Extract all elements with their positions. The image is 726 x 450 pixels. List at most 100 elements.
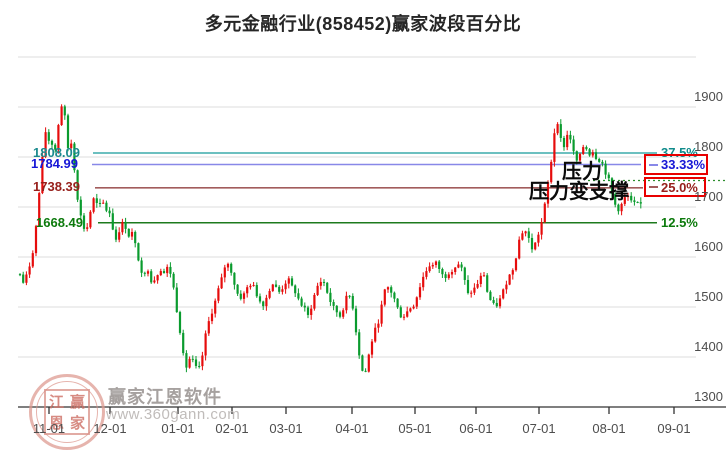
candle-body <box>514 258 518 271</box>
level-line-stub <box>649 163 658 166</box>
candle-body <box>358 332 361 356</box>
candle-body <box>124 221 127 229</box>
y-axis-label: 1400 <box>694 339 723 354</box>
candle-body <box>175 287 178 313</box>
level-price-33-33: 1784.99 <box>31 156 78 171</box>
candle-body <box>607 174 610 179</box>
candle-body <box>38 193 41 227</box>
level-percent-25-0: 25.0% <box>661 179 698 195</box>
candle-body <box>377 323 380 328</box>
candle-body <box>178 312 182 333</box>
candle-body <box>322 281 326 283</box>
candle-body <box>255 285 258 297</box>
candle-body <box>626 195 630 198</box>
candle-body <box>588 149 591 156</box>
candle-body <box>262 301 265 307</box>
candle-body <box>598 158 601 162</box>
candle-body <box>54 144 57 150</box>
level-price-25-0: 1738.39 <box>33 179 80 194</box>
level-price-37-5: 1808.09 <box>33 145 80 160</box>
candle-body <box>220 277 223 289</box>
candle-body <box>95 198 98 203</box>
candle-body <box>463 267 466 280</box>
candle-body <box>316 285 319 295</box>
logo-char: 江 <box>48 394 64 411</box>
candle-body <box>63 106 66 116</box>
candle-body <box>313 294 316 309</box>
candle-body <box>633 200 636 202</box>
candle-body <box>214 300 217 314</box>
candle-body <box>636 201 639 203</box>
candle-body <box>86 227 89 229</box>
y-axis-label: 1300 <box>694 389 723 404</box>
candle-body <box>70 143 73 148</box>
candle-body <box>422 276 425 288</box>
candle-body <box>284 283 287 290</box>
candle-body <box>319 281 322 286</box>
y-axis-label: 1700 <box>694 189 723 204</box>
candle-body <box>614 193 617 205</box>
candle-body <box>217 288 220 301</box>
candle-body <box>594 152 598 159</box>
candle-body <box>105 202 108 211</box>
candle-body <box>479 275 482 284</box>
candle-body <box>534 242 537 250</box>
candle-body <box>431 264 434 267</box>
candle-body <box>550 161 553 183</box>
candle-body <box>466 279 470 294</box>
candle-body <box>172 273 175 288</box>
candle-body <box>300 298 303 306</box>
candle-body <box>406 311 409 317</box>
candle-body <box>434 261 438 265</box>
x-axis-label: 07-01 <box>522 421 556 436</box>
y-axis-label: 1500 <box>694 289 723 304</box>
candle-body <box>188 358 191 368</box>
candle-body <box>18 274 22 276</box>
candle-body <box>108 210 111 214</box>
candle-body <box>150 271 153 283</box>
candle-body <box>425 271 428 277</box>
candle-body <box>489 291 492 301</box>
candle-body <box>617 204 620 212</box>
candle-body <box>159 271 162 276</box>
candle-body <box>329 292 332 303</box>
level-percent-12-5: 12.5% <box>661 215 698 230</box>
candle-body <box>89 211 92 228</box>
candle-body <box>402 316 406 318</box>
candle-body <box>390 287 393 293</box>
candle-body <box>559 124 562 138</box>
chart-title: 多元金融行业(858452)赢家波段百分比 <box>204 14 522 34</box>
candle-body <box>22 274 25 283</box>
candle-body <box>345 295 348 311</box>
candle-body <box>623 197 626 204</box>
annotation-pressure: 压力 <box>562 161 602 183</box>
candle-body <box>34 226 38 254</box>
candle-body <box>210 313 214 322</box>
candle-body <box>370 341 374 355</box>
candle-body <box>415 297 418 307</box>
candle-body <box>258 296 262 302</box>
candle-body <box>348 295 351 297</box>
x-axis-label: 08-01 <box>592 421 626 436</box>
level-box-25-0: 25.0% <box>644 177 706 197</box>
candle-body <box>444 274 447 278</box>
candle-body <box>102 202 105 204</box>
x-axis-label: 06-01 <box>459 421 493 436</box>
candle-body <box>233 272 236 285</box>
candle-body <box>194 359 198 366</box>
candle-body <box>502 289 505 299</box>
candle-body <box>399 307 402 318</box>
candle-body <box>450 271 454 275</box>
candle-body <box>521 233 524 240</box>
candle-body <box>82 215 86 229</box>
candle-body <box>118 232 121 240</box>
candle-body <box>457 264 460 268</box>
candle-body <box>326 282 329 293</box>
candle-body <box>130 231 134 237</box>
candle-body <box>566 134 569 148</box>
candle-body <box>620 203 623 212</box>
candle-body <box>438 261 441 270</box>
candle-body <box>111 213 114 230</box>
candle-body <box>428 266 431 272</box>
